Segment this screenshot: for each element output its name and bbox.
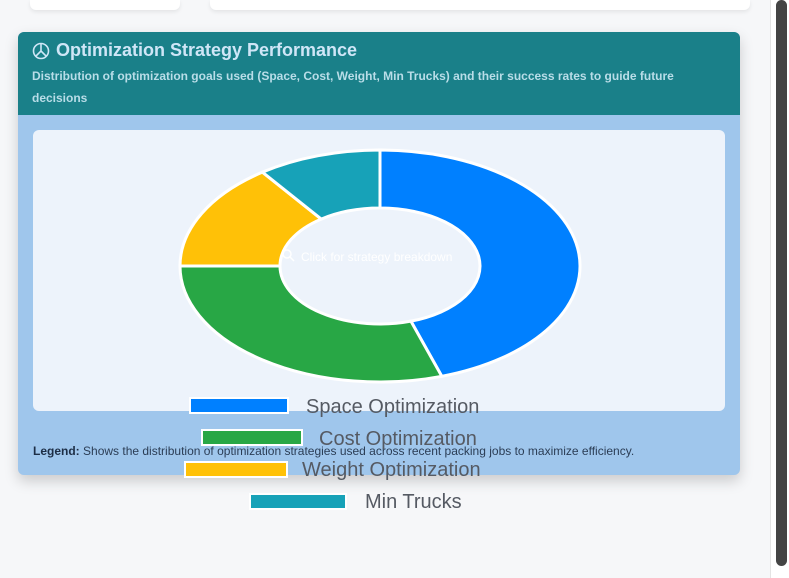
card-header: Optimization Strategy Performance Distri… <box>18 32 740 115</box>
scrollbar-thumb[interactable] <box>776 0 787 566</box>
card-subtitle: Distribution of optimization goals used … <box>32 65 726 109</box>
strategy-performance-card: Optimization Strategy Performance Distri… <box>18 32 740 475</box>
top-card-edge-left <box>30 0 180 10</box>
legend-note-text: Shows the distribution of optimization s… <box>83 444 634 458</box>
chart-panel[interactable] <box>33 130 725 411</box>
legend-swatch-min-trucks[interactable] <box>250 494 346 509</box>
top-card-edge-right <box>210 0 750 10</box>
pie-chart-icon <box>32 42 50 60</box>
legend-note: Legend: Shows the distribution of optimi… <box>33 444 634 458</box>
card-title-row: Optimization Strategy Performance <box>32 40 726 61</box>
legend-note-label: Legend: <box>33 444 80 458</box>
card-title: Optimization Strategy Performance <box>56 40 357 61</box>
legend-label-min-trucks[interactable]: Min Trucks <box>365 491 462 513</box>
